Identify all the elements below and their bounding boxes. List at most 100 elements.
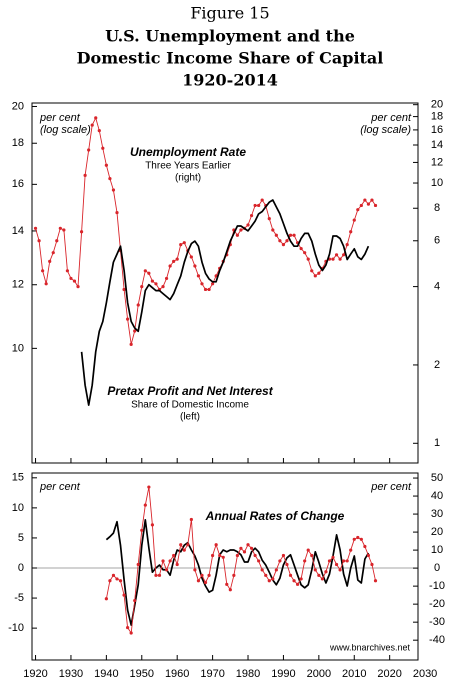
series-marker	[122, 287, 126, 292]
plot-frame	[31, 102, 419, 464]
series-marker	[136, 562, 140, 567]
y-tick-label: 15	[12, 472, 24, 484]
series-marker	[338, 257, 342, 261]
x-tick-label: 2000	[307, 668, 331, 680]
chart-title: U.S. Unemployment and the	[105, 27, 355, 46]
series-marker	[189, 255, 193, 259]
series-marker	[320, 577, 324, 581]
series-marker	[338, 568, 342, 572]
series-marker	[108, 579, 112, 583]
series-marker	[303, 251, 307, 255]
series-marker	[292, 233, 296, 237]
figure-number: Figure 15	[190, 4, 269, 23]
x-tick-label: 1930	[59, 668, 83, 680]
chart-title: 1920-2014	[182, 71, 278, 90]
y2-tick-label: -30	[429, 616, 445, 628]
y2-axis-label: per cent	[370, 481, 412, 493]
series-marker	[253, 553, 257, 558]
series-marker	[200, 282, 204, 286]
x-tick-label: 2010	[342, 668, 366, 680]
series-marker	[196, 274, 201, 278]
plot-frame	[31, 472, 419, 661]
series-marker	[111, 188, 116, 192]
series-marker	[161, 559, 165, 563]
series-marker	[264, 573, 268, 577]
series-marker	[310, 553, 314, 558]
x-tick-label: 1920	[23, 668, 47, 680]
series-marker	[143, 503, 147, 507]
y-tick-label: -10	[8, 622, 24, 634]
series-marker	[253, 203, 257, 208]
series-marker	[164, 568, 169, 572]
y2-tick-label: 40	[431, 490, 443, 502]
series-marker	[267, 217, 271, 221]
series-marker	[62, 228, 66, 232]
series-marker	[129, 631, 133, 635]
series-marker	[76, 284, 80, 289]
series-marker	[274, 233, 278, 237]
series-marker	[373, 203, 378, 208]
series-marker	[366, 202, 371, 206]
y2-tick-label: -20	[429, 598, 445, 610]
series-marker	[150, 279, 155, 283]
series-marker	[161, 284, 165, 289]
y-tick-label: 0	[18, 562, 24, 574]
series-marker	[126, 317, 130, 321]
y2-tick-label: 2	[434, 359, 440, 371]
y2-tick-label: -40	[429, 634, 445, 646]
series-marker	[317, 271, 321, 275]
series-marker	[90, 123, 94, 127]
series-marker	[373, 579, 378, 583]
series-marker	[310, 269, 314, 273]
series-marker	[175, 257, 179, 261]
y2-tick-label: 10	[431, 177, 443, 189]
series-marker	[211, 282, 215, 286]
series-marker	[172, 259, 176, 263]
y-axis-note: (log scale)	[40, 124, 91, 136]
series-marker	[200, 573, 204, 577]
y-tick-label: 12	[12, 279, 24, 291]
series-marker	[58, 226, 62, 230]
y-tick-label: 10	[12, 342, 24, 354]
series-marker	[288, 233, 293, 237]
series-marker	[331, 257, 335, 261]
y2-tick-label: 30	[431, 508, 443, 520]
series-marker	[72, 279, 77, 283]
series-marker	[44, 282, 48, 286]
y2-tick-label: 0	[434, 562, 440, 574]
series-note: Three Years Earlier	[145, 161, 231, 172]
series-marker	[104, 597, 108, 601]
series-marker	[331, 555, 335, 559]
series-marker	[228, 588, 232, 592]
series-marker	[242, 550, 247, 554]
series-marker	[260, 568, 264, 572]
series-marker	[334, 562, 339, 567]
series-marker	[281, 243, 286, 247]
series-marker	[196, 579, 201, 583]
series-marker	[342, 253, 346, 257]
series-marker	[118, 579, 123, 583]
y2-tick-label: 12	[431, 156, 443, 168]
series-marker	[359, 203, 363, 208]
series-marker	[285, 239, 289, 243]
series-marker	[182, 548, 186, 552]
series-marker	[317, 573, 321, 577]
series-marker	[79, 230, 84, 234]
series-marker	[214, 543, 218, 547]
series-marker	[211, 553, 215, 558]
series-marker	[69, 276, 73, 281]
y2-tick-label: 8	[434, 202, 440, 214]
series-marker	[140, 528, 144, 532]
series-marker	[207, 573, 211, 577]
series-marker	[232, 573, 236, 577]
series-marker	[345, 559, 349, 563]
x-tick-label: 1950	[130, 668, 154, 680]
series-marker	[179, 243, 183, 247]
y2-axis-note: (log scale)	[360, 124, 411, 136]
series-marker	[356, 208, 360, 212]
y-tick-label: 14	[12, 225, 24, 237]
series-note: Share of Domestic Income	[131, 400, 249, 411]
series-marker	[175, 562, 179, 567]
series-marker	[143, 269, 147, 273]
